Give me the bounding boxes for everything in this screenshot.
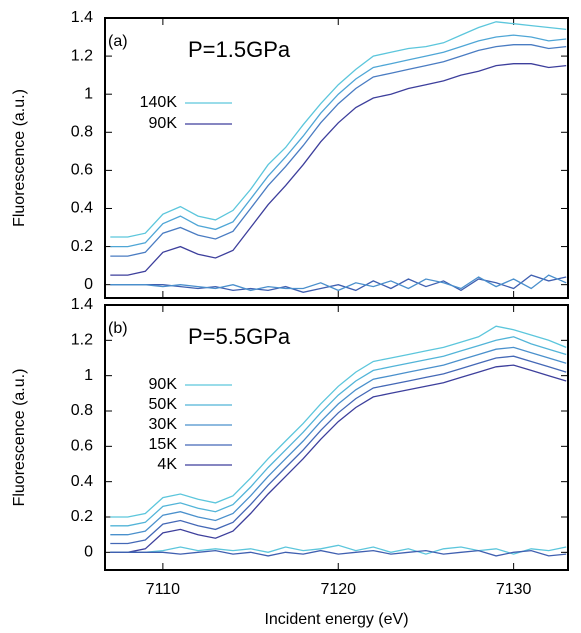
x-tick-label: 7110 [146, 581, 181, 598]
series-line [110, 274, 567, 293]
x-tick-label: 7120 [320, 581, 356, 598]
legend-label: 50K [149, 396, 178, 413]
series-line [110, 325, 567, 518]
plot-frame [104, 304, 569, 571]
y-tick-label: 1.2 [71, 47, 93, 64]
y-tick-label: 1.2 [71, 332, 93, 349]
series-line [110, 34, 567, 248]
y-axis-label: Fluorescence (a.u.) [11, 369, 28, 507]
y-tick-label: 0.8 [71, 124, 93, 141]
series-line [110, 355, 567, 545]
panel-title: P=1.5GPa [188, 37, 291, 62]
y-tick-label: 1 [84, 85, 93, 102]
y-tick-label: 0 [84, 276, 93, 293]
series-line [110, 44, 567, 257]
series-line [110, 336, 567, 527]
y-tick-label: 0.6 [71, 438, 93, 455]
panel-title: P=5.5GPa [188, 324, 291, 349]
panel-label: (a) [108, 33, 128, 50]
y-tick-label: 1.4 [71, 296, 93, 313]
y-tick-label: 1.4 [71, 9, 93, 26]
series-line [110, 63, 567, 276]
y-tick-label: 0.4 [71, 473, 93, 490]
panel-label: (b) [108, 320, 128, 337]
series-line [110, 364, 567, 553]
legend-label: 30K [149, 416, 178, 433]
series-line [110, 549, 567, 557]
legend-label: 4K [157, 456, 177, 473]
legend-label: 90K [149, 376, 178, 393]
x-tick-label: 7130 [496, 581, 532, 598]
legend-label: 15K [149, 436, 178, 453]
y-tick-label: 1 [84, 367, 93, 384]
y-tick-label: 0.8 [71, 402, 93, 419]
y-tick-label: 0.6 [71, 162, 93, 179]
y-tick-label: 0.4 [71, 200, 93, 217]
series-line [110, 544, 567, 555]
legend-label: 140K [140, 94, 178, 111]
y-axis-label: Fluorescence (a.u.) [11, 89, 28, 227]
y-tick-label: 0.2 [71, 508, 93, 525]
series-line [110, 21, 567, 238]
series-line [110, 274, 567, 292]
legend-label: 90K [149, 115, 178, 132]
x-axis-label: Incident energy (eV) [264, 611, 408, 628]
series-line [110, 346, 567, 536]
plot-frame [104, 17, 569, 299]
y-tick-label: 0 [84, 544, 93, 561]
y-tick-label: 0.2 [71, 238, 93, 255]
